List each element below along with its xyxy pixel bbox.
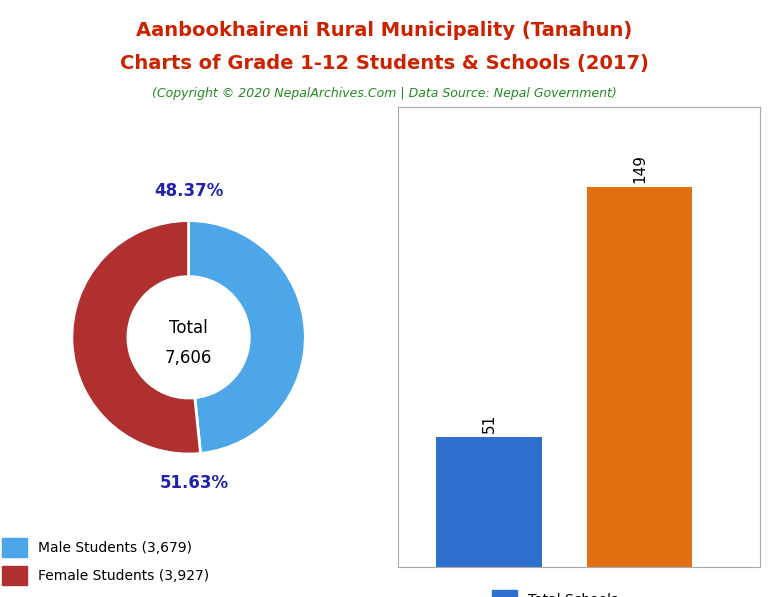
- Bar: [436, 437, 541, 567]
- Wedge shape: [72, 220, 200, 454]
- Bar: [587, 187, 693, 567]
- Text: Aanbookhaireni Rural Municipality (Tanahun): Aanbookhaireni Rural Municipality (Tanah…: [136, 21, 632, 40]
- Text: 149: 149: [632, 154, 647, 183]
- Wedge shape: [189, 220, 306, 453]
- Text: 7,606: 7,606: [165, 349, 212, 367]
- Text: 48.37%: 48.37%: [154, 183, 223, 201]
- Legend: Male Students (3,679), Female Students (3,927): Male Students (3,679), Female Students (…: [0, 532, 215, 591]
- Text: 51.63%: 51.63%: [160, 474, 229, 492]
- Text: Charts of Grade 1-12 Students & Schools (2017): Charts of Grade 1-12 Students & Schools …: [120, 54, 648, 73]
- Text: 51: 51: [482, 414, 496, 433]
- Text: Total: Total: [169, 319, 208, 337]
- Legend: Total Schools, Students per School: Total Schools, Students per School: [486, 584, 673, 597]
- Text: (Copyright © 2020 NepalArchives.Com | Data Source: Nepal Government): (Copyright © 2020 NepalArchives.Com | Da…: [151, 87, 617, 100]
